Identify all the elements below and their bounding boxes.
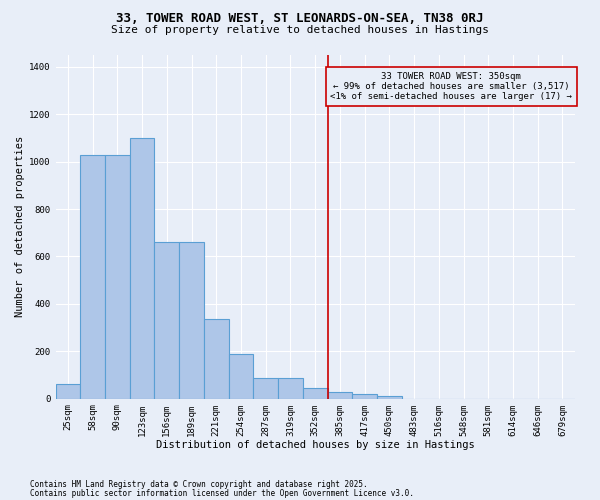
Bar: [80, 154, 105, 398]
Text: Size of property relative to detached houses in Hastings: Size of property relative to detached ho…: [111, 25, 489, 35]
Bar: [56, 384, 80, 398]
Bar: [352, 394, 377, 398]
Bar: [179, 242, 204, 398]
Bar: [204, 320, 229, 398]
Text: Contains HM Land Registry data © Crown copyright and database right 2025.: Contains HM Land Registry data © Crown c…: [30, 480, 368, 489]
Y-axis label: Number of detached properties: Number of detached properties: [15, 136, 25, 318]
Bar: [229, 354, 253, 399]
Bar: [377, 396, 401, 398]
X-axis label: Distribution of detached houses by size in Hastings: Distribution of detached houses by size …: [156, 440, 475, 450]
Text: 33 TOWER ROAD WEST: 350sqm
← 99% of detached houses are smaller (3,517)
<1% of s: 33 TOWER ROAD WEST: 350sqm ← 99% of deta…: [330, 72, 572, 102]
Bar: [253, 378, 278, 398]
Bar: [278, 378, 303, 398]
Text: 33, TOWER ROAD WEST, ST LEONARDS-ON-SEA, TN38 0RJ: 33, TOWER ROAD WEST, ST LEONARDS-ON-SEA,…: [116, 12, 484, 26]
Text: Contains public sector information licensed under the Open Government Licence v3: Contains public sector information licen…: [30, 488, 414, 498]
Bar: [154, 242, 179, 398]
Bar: [130, 138, 154, 398]
Bar: [105, 154, 130, 398]
Bar: [328, 392, 352, 398]
Bar: [303, 388, 328, 398]
